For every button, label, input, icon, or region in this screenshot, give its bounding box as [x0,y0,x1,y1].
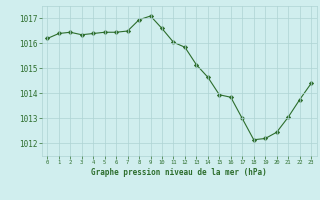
X-axis label: Graphe pression niveau de la mer (hPa): Graphe pression niveau de la mer (hPa) [91,168,267,177]
